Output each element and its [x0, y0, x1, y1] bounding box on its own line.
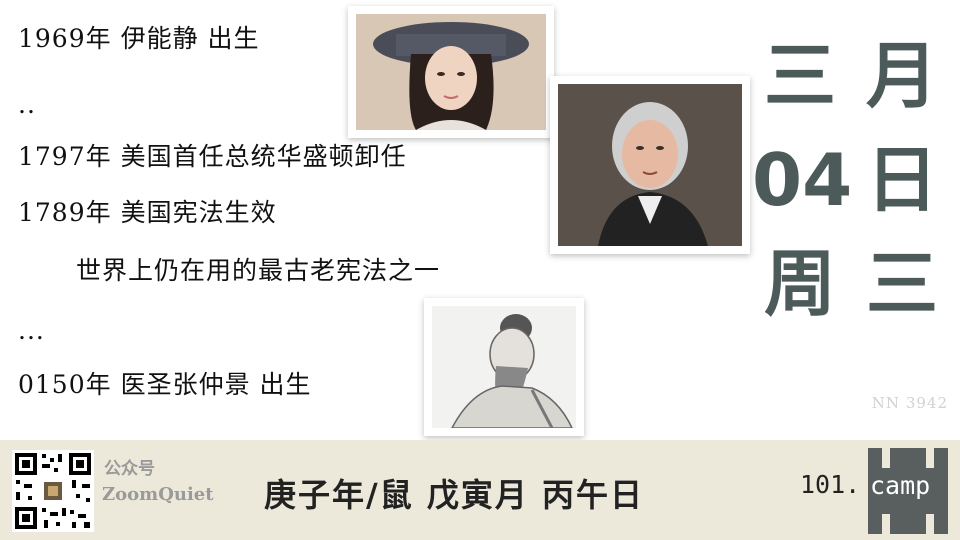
day-number: 04 — [752, 138, 853, 222]
account-name: ZoomQuiet — [102, 484, 214, 505]
weekday-prefix: 周 — [763, 242, 836, 326]
event-1789-note: 世界上仍在用的最古老宪法之一 — [76, 256, 441, 285]
weekday-value: 三 — [865, 242, 938, 326]
date-column-right: 月 日 三 — [854, 24, 950, 336]
qr-code-icon — [12, 450, 94, 532]
portrait-photo-woman — [348, 6, 554, 138]
date-column-left: 三 04 周 — [752, 24, 853, 336]
account-label: 公众号 — [104, 459, 155, 479]
event-1797: 1797年 美国首任总统华盛顿卸任 — [18, 142, 407, 171]
event-1969: 1969年 伊能静 出生 — [18, 24, 260, 53]
event-0150: 0150年 医圣张仲景 出生 — [18, 370, 312, 399]
month-number: 三 — [763, 34, 836, 118]
watermark: NN 3942 — [871, 394, 948, 412]
ganzhi-date: 庚子年/鼠 戊寅月 丙午日 — [264, 476, 644, 514]
event-separator-1: .. — [18, 90, 36, 119]
event-separator-2: ... — [18, 316, 45, 345]
portrait-painting-washington — [550, 76, 750, 254]
day-label: 日 — [865, 138, 938, 222]
brand-logo-icon — [868, 448, 948, 534]
event-1789: 1789年 美国宪法生效 — [18, 198, 277, 227]
month-label: 月 — [865, 34, 938, 118]
portrait-sketch-zhang-zhongjing — [424, 298, 584, 436]
brand-word: camp — [870, 471, 931, 500]
brand-number: 101. — [800, 470, 861, 499]
footer: 公众号 ZoomQuiet 庚子年/鼠 戊寅月 丙午日 101. camp — [0, 440, 960, 540]
